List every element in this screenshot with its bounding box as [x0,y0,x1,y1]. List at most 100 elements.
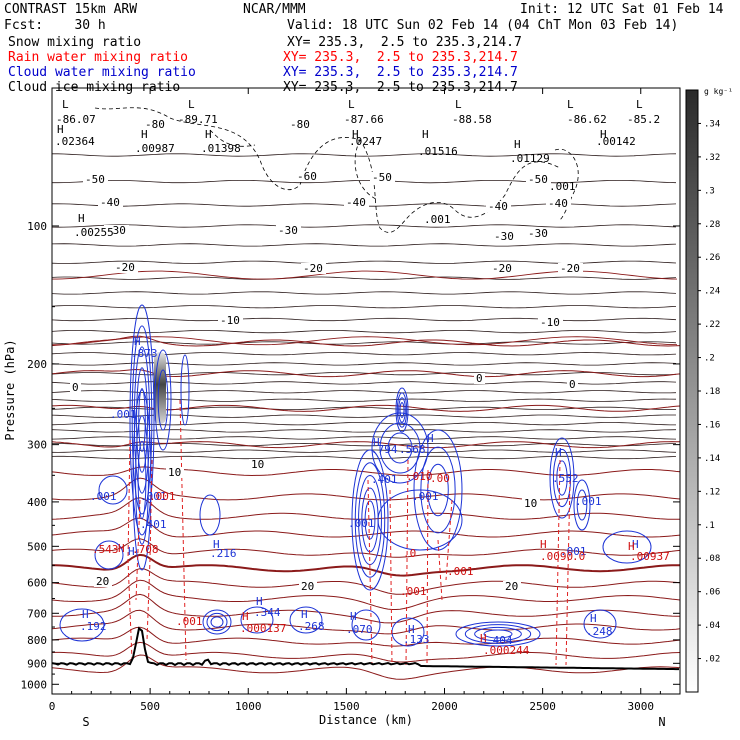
rain-water-label: .001 [447,565,474,578]
cloud-water-label: .001 [90,490,117,503]
min-max-marker-letter: L [567,98,574,111]
rain-water-contour [437,539,443,601]
temperature-isoline [52,626,680,647]
colorbar-tick-label: .18 [704,387,720,397]
temperature-label-bg [526,228,551,239]
cloud-water-contour [98,475,128,505]
cloud-water-label: .401 [371,473,398,486]
snow-label: .001 [549,180,576,193]
ice-isoline [52,362,677,366]
min-max-marker-letter: H [78,212,85,225]
temperature-label: -60 [297,170,317,183]
temperature-label-bg [474,373,485,384]
temperature-isoline [52,517,680,538]
field-label-snow: Snow mixing ratio [8,35,142,50]
temperature-label-bg [218,315,243,326]
field-xy-cloud-water: XY= 235.3, 2.5 to 235.3,214.7 [283,65,518,80]
min-max-marker-letter: H [57,123,64,136]
x-tick-label: 2500 [529,700,556,713]
cloud-water-contour [132,389,152,571]
x-tick-label: 3000 [628,700,655,713]
cloud-water-label: .404 [486,634,513,647]
y-tick-label: 200 [27,358,47,371]
temperature-isoline [52,568,680,595]
rain-water-contour [135,499,141,601]
rain-water-label: .00937 [630,550,670,563]
rain-max-marker: H [242,610,249,623]
rain-max-marker: H [118,542,125,555]
cloud-water-label: .552 [552,472,579,485]
min-max-marker-value: -88.58 [452,113,492,126]
rain-water-label: .543 [92,543,119,556]
cloud-water-contour [135,415,149,545]
temperature-label: -10 [540,316,560,329]
cloud-water-contour [180,354,190,426]
cloud-water-label: .268 [298,620,325,633]
temperature-isoline [52,497,680,520]
min-max-marker-letter: L [62,98,69,111]
colorbar-tick-label: .16 [704,420,720,430]
temperature-isoline [52,593,680,624]
colorbar-tick-label: .04 [704,621,720,631]
cloud-water-contour [289,606,323,634]
y-tick-label: 800 [27,634,47,647]
colorbar-tick-label: .28 [704,220,720,230]
temperature-label-bg [344,197,369,208]
valid-time: Valid: 18 UTC Sun 02 Feb 14 (04 ChT Mon … [287,18,679,33]
colorbar-tick-label: .1 [704,521,715,531]
cloud-water-max-marker: H [128,545,135,558]
temperature-label-bg [143,119,168,130]
cloud-ice-contour [94,107,561,233]
cloud-water-label: .133 [403,633,430,646]
y-axis-label: Pressure (hPa) [3,339,17,440]
snow-mixing-shading [154,352,166,424]
cloud-water-label: .001 [348,517,375,530]
min-max-marker-value: .02364 [55,135,95,148]
temperature-label-bg [288,119,313,130]
cloud-water-label: .192 [80,620,107,633]
min-max-marker-letter: H [514,138,521,151]
rain-max-marker: H [540,538,547,551]
rain-water-label: .0090 [540,550,573,563]
cloud-water-contour [354,462,386,578]
rain-water-contour [146,459,153,641]
temperature-label-bg [503,581,521,592]
temperature-label-bg [249,459,267,470]
colorbar-tick-label: .08 [704,554,720,564]
x-tick-label: 1500 [333,700,360,713]
min-max-marker-letter: L [188,98,195,111]
ice-isoline [52,390,677,394]
temperature-label: -20 [303,262,323,275]
snow-label: .001 [424,213,451,226]
ice-isoline [52,291,677,295]
cloud-water-max-marker: H [213,538,220,551]
cloud-water-label: .248 [586,625,613,638]
temperature-isoline [52,336,678,346]
y-tick-label: 300 [27,439,47,452]
cloud-ice-contour [209,129,256,147]
cloud-water-contour [137,440,147,520]
min-max-marker-letter: H [141,128,148,141]
x-tick-label: 0 [49,700,56,713]
colorbar-tick-label: .14 [704,454,720,464]
rain-water-contour [127,439,133,661]
rain-water-label: .000244 [483,644,530,657]
y-tick-label: 100 [27,220,47,233]
temperature-label: 0 [72,381,79,394]
min-max-marker-value: .01129 [510,152,550,165]
cloud-water-contour [576,489,588,521]
temperature-label-bg [104,225,129,236]
cloud-water-contour [138,388,146,452]
colorbar-tick-label: .02 [704,655,720,665]
cloud-water-contour [483,629,513,639]
cloud-water-max-marker: H [427,432,434,445]
rain-water-contour [426,469,429,666]
temperature-label: -40 [488,200,508,213]
temperature-label-bg [490,263,515,274]
rain-water-label: .00 [430,472,450,485]
ice-isoline [52,341,677,345]
min-max-marker-value: -86.62 [567,113,607,126]
min-max-marker-letter: H [422,128,429,141]
cloud-water-label: .001 [560,545,587,558]
ice-isoline [52,330,677,334]
